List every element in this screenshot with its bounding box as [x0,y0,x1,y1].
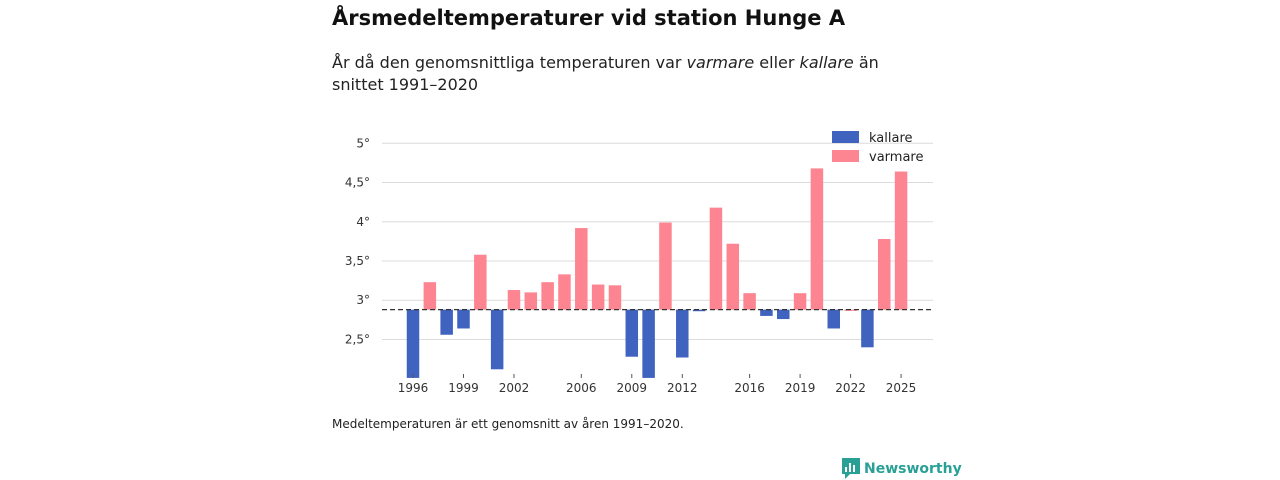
bar-2009[interactable] [625,309,639,357]
y-tick-label: 3,5° [345,254,370,268]
bar-2021[interactable] [827,309,841,329]
bar-2015[interactable] [726,243,740,310]
subtitle-part-2: eller [754,53,800,72]
x-tick-label: 2025 [886,381,917,395]
bar-2003[interactable] [524,292,538,310]
grid-lines [382,142,933,340]
subtitle-colder: kallare [799,53,854,72]
bar-2004[interactable] [541,282,554,310]
x-tick-label: 2016 [734,381,765,395]
bar-2018[interactable] [777,309,790,320]
x-tick-label: 2019 [785,381,816,395]
legend-label-kallare: kallare [869,131,913,146]
bar-2011[interactable] [659,222,672,310]
bar-2002[interactable] [507,290,521,310]
bar-2008[interactable] [608,285,622,310]
y-tick-label: 4,5° [345,176,370,190]
brand[interactable]: Newsworthy [842,458,962,480]
bar-2010[interactable] [642,309,655,378]
bar-2001[interactable] [490,309,504,370]
legend-swatch-varmare [832,150,859,162]
bar-2019[interactable] [793,293,807,310]
bar-2024[interactable] [877,239,891,310]
bar-2005[interactable] [558,274,571,310]
bar-2020[interactable] [810,168,824,310]
bar-2017[interactable] [760,309,773,316]
bar-1999[interactable] [457,309,470,329]
x-axis: 1996 1999 2002 2006 2009 2012 2016 2019 2022 2025 [398,374,917,395]
legend-label-varmare: varmare [869,150,923,165]
y-tick-label: 4° [356,215,370,229]
x-tick-label: 1996 [398,381,429,395]
x-tick-label: 1999 [448,381,479,395]
chart-container: Årsmedeltemperaturer vid station Hunge A… [332,0,962,480]
bar-2007[interactable] [591,284,605,310]
x-tick-label: 2006 [566,381,597,395]
bar-1996[interactable] [406,309,420,378]
y-axis: 2,5° 3° 3,5° 4° 4,5° 5° [345,136,370,346]
bar-2016[interactable] [743,293,756,310]
bar-2006[interactable] [575,228,588,310]
newsworthy-logo-icon [842,458,860,479]
x-tick-label: 2012 [667,381,698,395]
bar-2025[interactable] [894,171,908,310]
page-title: Årsmedeltemperaturer vid station Hunge A [332,6,846,30]
brand-name: Newsworthy [864,461,962,477]
bar-2013[interactable] [692,309,706,312]
subtitle-warmer: varmare [686,53,755,72]
y-tick-label: 5° [356,136,370,150]
bar-2014[interactable] [709,207,723,310]
legend-swatch-kallare [832,131,859,143]
x-tick-label: 2022 [835,381,866,395]
bar-1998[interactable] [440,309,453,335]
subtitle-part-3: än snittet 1991–2020 [332,53,879,94]
bar-2012[interactable] [676,309,689,358]
legend: kallare varmare [832,131,923,165]
bars-group [406,168,908,378]
y-tick-label: 3° [356,293,370,307]
temperature-bar-chart: 2,5° 3° 3,5° 4° 4,5° 5° 1996 1999 2002 2006 2009 2… [345,131,933,395]
subtitle-part-1: År då den genomsnittliga temperaturen va… [332,53,687,72]
y-tick-label: 2,5° [345,332,370,346]
bar-1997[interactable] [423,282,437,310]
bar-2000[interactable] [474,254,487,310]
bar-2023[interactable] [861,309,874,348]
chart-subtitle: År då den genomsnittliga temperaturen va… [332,52,932,96]
x-tick-label: 2009 [617,381,648,395]
footnote: Medeltemperaturen är ett genomsnitt av å… [332,417,684,431]
x-tick-label: 2002 [499,381,530,395]
